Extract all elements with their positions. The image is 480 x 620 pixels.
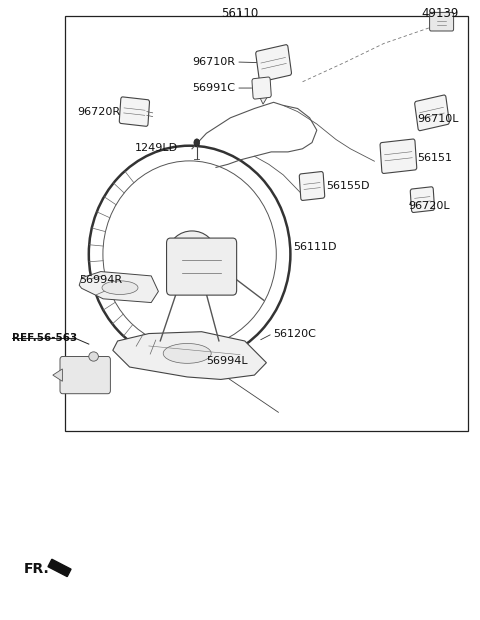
Ellipse shape (194, 139, 200, 146)
FancyBboxPatch shape (256, 45, 291, 82)
Text: 96710L: 96710L (418, 114, 459, 124)
FancyBboxPatch shape (415, 95, 449, 131)
Polygon shape (53, 369, 62, 381)
Polygon shape (48, 559, 71, 577)
FancyBboxPatch shape (120, 97, 149, 126)
Text: 56120C: 56120C (274, 329, 316, 339)
Text: 96720R: 96720R (77, 107, 120, 117)
Text: 56155D: 56155D (326, 181, 370, 191)
Ellipse shape (169, 231, 215, 272)
Text: FR.: FR. (24, 562, 50, 575)
Text: 56991C: 56991C (192, 83, 235, 93)
Text: 1249LD: 1249LD (134, 143, 178, 153)
FancyBboxPatch shape (167, 238, 237, 295)
Text: 56994R: 56994R (79, 275, 122, 285)
Text: 56111D: 56111D (293, 242, 336, 252)
Polygon shape (259, 96, 268, 104)
Polygon shape (113, 332, 266, 379)
Text: 96720L: 96720L (408, 201, 450, 211)
Ellipse shape (102, 281, 138, 294)
Ellipse shape (89, 352, 98, 361)
FancyBboxPatch shape (60, 356, 110, 394)
Text: 56110: 56110 (221, 7, 259, 20)
FancyBboxPatch shape (410, 187, 434, 213)
Ellipse shape (89, 146, 290, 363)
Bar (65, 16, 468, 431)
Ellipse shape (163, 343, 211, 363)
Text: 49139: 49139 (421, 7, 459, 20)
FancyBboxPatch shape (380, 139, 417, 174)
Text: 56994L: 56994L (206, 356, 248, 366)
Text: REF.56-563: REF.56-563 (12, 333, 77, 343)
Text: 56151: 56151 (418, 153, 453, 163)
FancyBboxPatch shape (430, 12, 454, 31)
Polygon shape (79, 272, 158, 303)
Ellipse shape (103, 161, 276, 347)
FancyBboxPatch shape (252, 77, 271, 99)
Text: 96710R: 96710R (192, 57, 235, 67)
FancyBboxPatch shape (300, 172, 324, 200)
